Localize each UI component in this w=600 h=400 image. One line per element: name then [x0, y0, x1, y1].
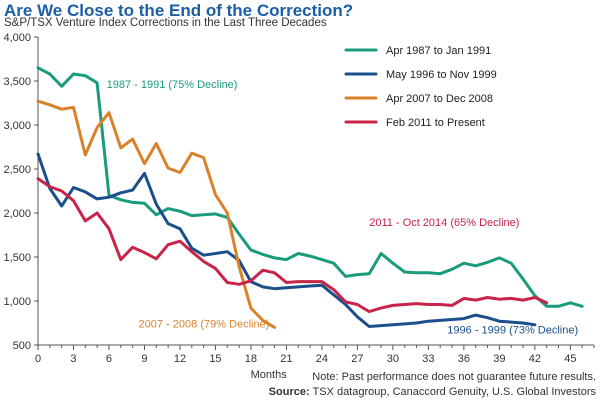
y-tick-label: 3,500: [3, 76, 31, 88]
x-tick-label: 15: [209, 353, 221, 365]
footer-source: Source: TSX datagroup, Canaccord Genuity…: [269, 386, 596, 398]
series-lines: [36, 66, 584, 329]
x-tick-label: 33: [422, 353, 434, 365]
x-tick-label: 39: [493, 353, 505, 365]
source-label: Source:: [268, 386, 310, 398]
x-tick-label: 12: [174, 353, 186, 365]
series-line-2: [36, 99, 277, 329]
annotation-label: 2011 - Oct 2014 (65% Decline): [369, 217, 519, 229]
legend-label: Apr 2007 to Dec 2008: [386, 93, 493, 105]
y-tick-label: 500: [13, 340, 31, 352]
y-tick-label: 4,000: [3, 32, 31, 44]
x-tick-label: 36: [458, 353, 470, 365]
axes: 500 1,000 1,500 2,000 2,500 3,000 3,500 4,000 0 3…: [3, 32, 595, 381]
y-tick-label: 2,500: [3, 164, 31, 176]
source-text: TSX datagroup, Canaccord Genuity, U.S. G…: [312, 386, 597, 398]
y-tick-label: 2,000: [3, 208, 31, 220]
chart-subtitle: S&P/TSX Venture Index Corrections in the…: [4, 17, 327, 29]
x-tick-label: 27: [351, 353, 363, 365]
x-tick-label: 18: [245, 353, 257, 365]
x-tick-label: 45: [564, 353, 576, 365]
x-tick-label: 3: [70, 353, 76, 365]
legend-label: Apr 1987 to Jan 1991: [386, 45, 491, 57]
x-axis-label: Months: [251, 369, 288, 381]
footer-note: Note: Past performance does not guarante…: [312, 371, 596, 383]
annotations: 1987 - 1991 (75% Decline) 2011 - Oct 2014…: [107, 79, 579, 337]
annotation-label: 1996 - 1999 (73% Decline): [447, 325, 578, 337]
x-tick-label: 24: [316, 353, 328, 365]
x-tick-label: 42: [529, 353, 541, 365]
annotation-label: 1987 - 1991 (75% Decline): [107, 79, 238, 91]
series-line-3: [36, 177, 549, 314]
legend: Apr 1987 to Jan 1991 May 1996 to Nov 1999…: [344, 45, 497, 129]
chart-title: Are We Close to the End of the Correctio…: [4, 1, 354, 20]
y-tick-label: 1,500: [3, 252, 31, 264]
series-line-1: [36, 152, 537, 328]
y-tick-label: 3,000: [3, 120, 31, 132]
legend-label: Feb 2011 to Present: [386, 117, 485, 129]
x-tick-label: 6: [106, 353, 112, 365]
x-tick-label: 21: [280, 353, 292, 365]
x-tick-label: 0: [35, 353, 41, 365]
x-tick-label: 9: [141, 353, 147, 365]
annotation-label: 2007 - 2008 (79% Decline): [139, 318, 270, 330]
y-tick-label: 1,000: [3, 296, 31, 308]
legend-label: May 1996 to Nov 1999: [386, 69, 497, 81]
x-tick-label: 30: [387, 353, 399, 365]
series-line-0: [36, 66, 584, 308]
